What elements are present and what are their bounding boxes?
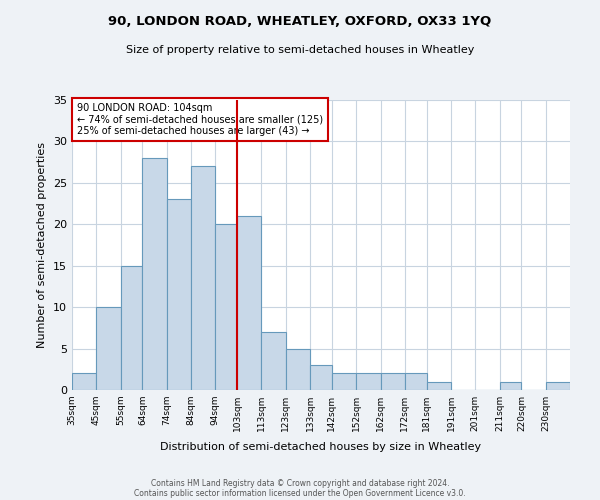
Bar (356, 374, 380, 390)
Text: 90, LONDON ROAD, WHEATLEY, OXFORD, OX33 1YQ: 90, LONDON ROAD, WHEATLEY, OXFORD, OX33 … (109, 15, 491, 28)
Bar (405, 374, 427, 390)
Bar (191, 166, 215, 390)
Bar (332, 374, 356, 390)
Bar (380, 374, 405, 390)
Bar (96, 307, 121, 390)
Bar (310, 365, 332, 390)
Bar (167, 200, 191, 390)
Bar (237, 216, 262, 390)
Bar (427, 382, 451, 390)
Text: Contains HM Land Registry data © Crown copyright and database right 2024.: Contains HM Land Registry data © Crown c… (151, 478, 449, 488)
X-axis label: Distribution of semi-detached houses by size in Wheatley: Distribution of semi-detached houses by … (160, 442, 482, 452)
Text: Contains public sector information licensed under the Open Government Licence v3: Contains public sector information licen… (134, 488, 466, 498)
Bar (142, 158, 167, 390)
Bar (286, 348, 310, 390)
Text: Size of property relative to semi-detached houses in Wheatley: Size of property relative to semi-detach… (126, 45, 474, 55)
Bar (121, 266, 142, 390)
Bar (262, 332, 286, 390)
Bar (215, 224, 237, 390)
Bar (546, 382, 570, 390)
Bar (72, 374, 96, 390)
Y-axis label: Number of semi-detached properties: Number of semi-detached properties (37, 142, 47, 348)
Text: 90 LONDON ROAD: 104sqm
← 74% of semi-detached houses are smaller (125)
25% of se: 90 LONDON ROAD: 104sqm ← 74% of semi-det… (77, 103, 323, 136)
Bar (500, 382, 521, 390)
